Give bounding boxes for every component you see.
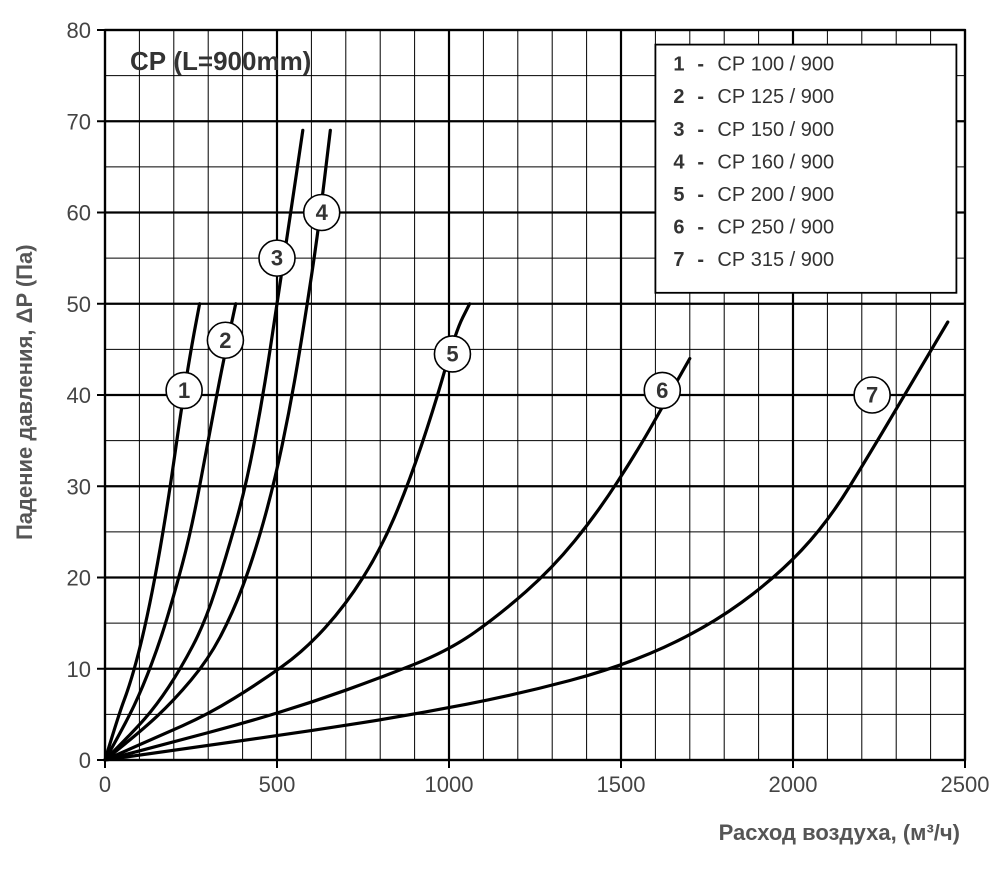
- y-tick-label: 80: [67, 18, 91, 43]
- chart-container: 1234567050010001500200025000102030405060…: [0, 0, 1000, 882]
- legend-item-label: СР 315 / 900: [717, 249, 834, 271]
- legend-item-number: 7: [673, 249, 684, 271]
- x-tick-label: 2000: [769, 772, 818, 797]
- series-badge-label: 1: [178, 378, 190, 403]
- legend-item-number: 4: [673, 151, 685, 173]
- legend-item-label: СР 200 / 900: [717, 184, 834, 206]
- legend-item-dash: -: [697, 86, 704, 108]
- legend-item-dash: -: [697, 217, 704, 239]
- series-badge-label: 4: [316, 200, 329, 225]
- legend-item-dash: -: [697, 119, 704, 141]
- legend-item-dash: -: [697, 249, 704, 271]
- x-tick-label: 2500: [941, 772, 990, 797]
- legend-item-label: СР 150 / 900: [717, 119, 834, 141]
- x-tick-label: 0: [99, 772, 111, 797]
- x-tick-label: 1500: [597, 772, 646, 797]
- legend-item-number: 3: [673, 119, 684, 141]
- legend-item-label: СР 250 / 900: [717, 217, 834, 239]
- legend-item-number: 5: [673, 184, 684, 206]
- series-badge-label: 5: [446, 341, 458, 366]
- legend-item-number: 2: [673, 86, 684, 108]
- series-badge-label: 2: [219, 328, 231, 353]
- legend-item-dash: -: [697, 151, 704, 173]
- legend-item-label: СР 125 / 900: [717, 86, 834, 108]
- y-tick-label: 50: [67, 292, 91, 317]
- series-curve: [105, 130, 330, 760]
- series-badge-label: 3: [271, 246, 283, 271]
- chart-svg: 1234567050010001500200025000102030405060…: [0, 0, 1000, 882]
- y-tick-label: 40: [67, 383, 91, 408]
- y-tick-label: 10: [67, 657, 91, 682]
- legend-item-label: СР 160 / 900: [717, 151, 834, 173]
- x-tick-label: 1000: [425, 772, 474, 797]
- legend-item-dash: -: [697, 184, 704, 206]
- y-axis-label: Падение давления, ΔP (Па): [12, 244, 37, 540]
- y-tick-label: 0: [79, 748, 91, 773]
- y-tick-label: 30: [67, 474, 91, 499]
- x-tick-label: 500: [259, 772, 296, 797]
- legend-item-number: 6: [673, 217, 684, 239]
- x-axis-label: Расход воздуха, (м³/ч): [719, 820, 960, 845]
- chart-title: СР (L=900mm): [130, 46, 311, 76]
- legend-item-label: СР 100 / 900: [717, 54, 834, 76]
- y-tick-label: 60: [67, 201, 91, 226]
- series-badge-label: 7: [866, 383, 878, 408]
- y-tick-label: 20: [67, 566, 91, 591]
- legend-item-number: 1: [673, 54, 684, 76]
- series-curve: [105, 359, 690, 761]
- series-badge-label: 6: [656, 378, 668, 403]
- legend-item-dash: -: [697, 54, 704, 76]
- y-tick-label: 70: [67, 109, 91, 134]
